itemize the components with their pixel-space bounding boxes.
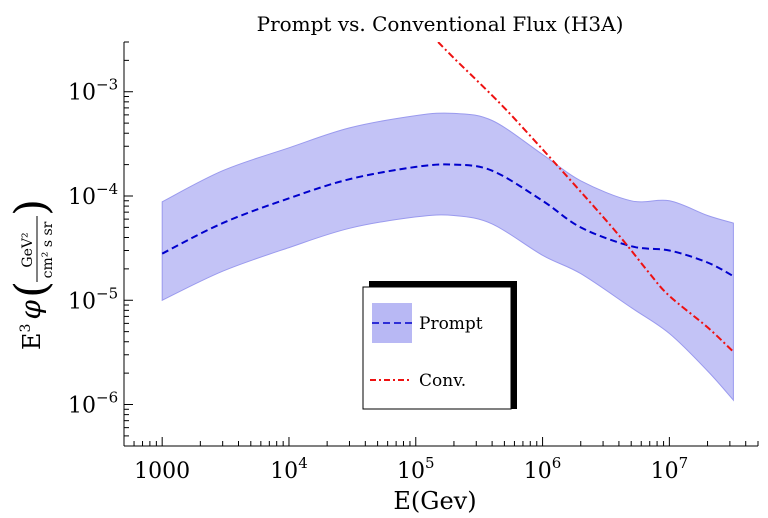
- x-axis-ticks: 1000 104 105 106 107: [123, 437, 759, 484]
- x-tick-label: 104: [270, 454, 308, 484]
- plot-area: [161, 42, 735, 402]
- chart-title: Prompt vs. Conventional Flux (H3A): [257, 12, 624, 36]
- x-tick-label: 106: [524, 454, 562, 484]
- y-tick-label: 10−3: [68, 76, 118, 106]
- prompt-series-line: [161, 163, 734, 278]
- y-tick-label: 10−6: [68, 389, 118, 419]
- conv-series-line: [437, 42, 735, 353]
- y-axis-title: E3φ ( GeV² cm² s sr ): [6, 199, 57, 350]
- y-axis-paren-close: ): [6, 199, 57, 216]
- x-axis-title: E(Gev): [393, 487, 476, 515]
- legend-label-conv: Conv.: [419, 371, 466, 391]
- x-tick-label: 105: [397, 454, 435, 484]
- plot-frame: [123, 42, 758, 447]
- x-tick-label: 1000: [134, 459, 190, 484]
- prompt-uncertainty-band: [161, 112, 734, 402]
- y-axis-paren-open: (: [6, 281, 57, 298]
- y-axis-title-prefix: E3φ: [14, 300, 47, 350]
- legend: Prompt Conv.: [362, 281, 517, 410]
- y-axis-ticks: 10−6 10−5 10−4 10−3: [68, 41, 133, 447]
- y-axis-unit-numerator: GeV²: [20, 232, 36, 267]
- y-tick-label: 10−5: [68, 284, 118, 314]
- x-tick-label: 107: [651, 454, 689, 484]
- legend-label-prompt: Prompt: [419, 314, 483, 334]
- y-axis-unit-denominator: cm² s sr: [40, 221, 56, 278]
- y-tick-label: 10−4: [68, 180, 118, 210]
